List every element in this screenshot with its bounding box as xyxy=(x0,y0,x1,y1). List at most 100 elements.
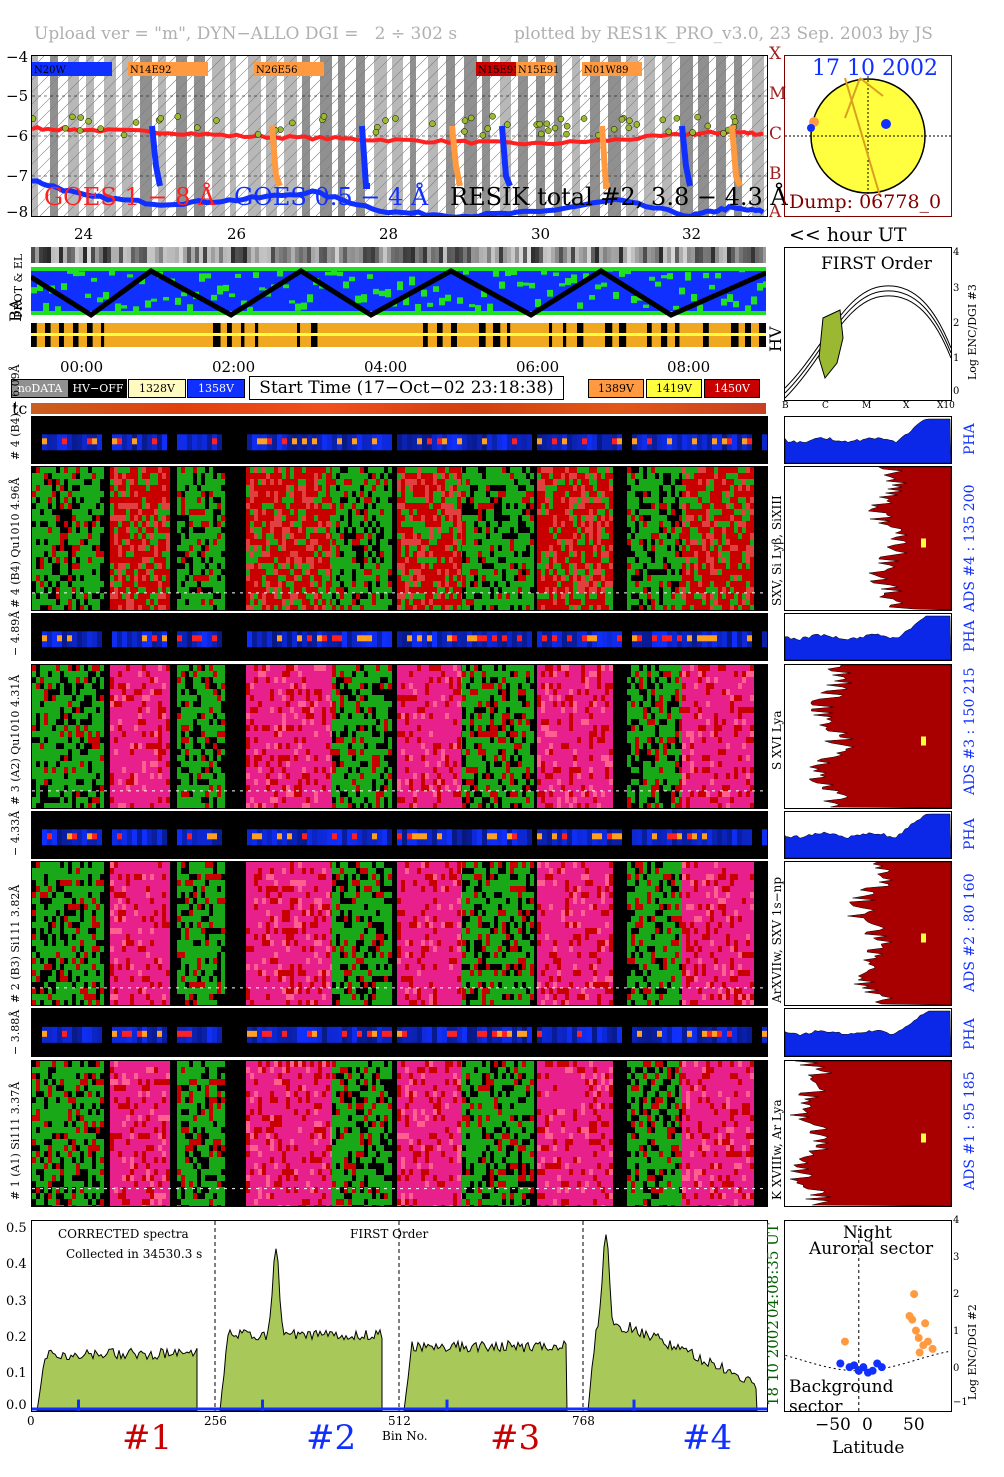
spectrogram-cell xyxy=(80,533,84,539)
spectrogram-cell xyxy=(166,491,170,497)
spectrogram-cell xyxy=(425,599,429,605)
legend-1419v: 1419V xyxy=(646,379,702,398)
spectrogram-cell xyxy=(466,503,470,509)
spectrogram-cell xyxy=(44,551,48,557)
spectrogram-cell xyxy=(714,605,718,610)
spectrogram-cell xyxy=(274,599,278,605)
spectrogram-cell xyxy=(702,593,706,599)
spectrogram-cell xyxy=(561,605,565,610)
spectrogram-cell xyxy=(714,569,718,575)
spectrogram-cell xyxy=(698,533,702,539)
spectrogram-cell xyxy=(417,539,421,545)
spectrogram-cell xyxy=(40,515,44,521)
spectrogram-cell xyxy=(368,539,372,545)
spectrogram-cell xyxy=(134,515,138,521)
spectrogram-cell xyxy=(286,605,290,610)
spectrogram-cell xyxy=(601,473,605,479)
spectrogram-cell xyxy=(627,503,631,509)
spectrogram-cell xyxy=(449,551,453,557)
spectrogram-cell xyxy=(166,485,170,491)
spectrogram-cell xyxy=(158,563,162,569)
spectrogram-cell xyxy=(150,533,154,539)
hatch-line xyxy=(243,56,405,216)
spectrogram-cell xyxy=(336,479,340,485)
spectrogram-cell xyxy=(332,515,336,521)
spectrogram-cell xyxy=(518,485,522,491)
spectrogram-cell xyxy=(601,587,605,593)
hatch-line xyxy=(315,56,477,216)
spectrogram-cell xyxy=(162,551,166,557)
spectrogram-cell xyxy=(667,491,671,497)
spectrogram-cell xyxy=(380,515,384,521)
spectrogram-cell xyxy=(306,491,310,497)
spectrogram-cell xyxy=(405,587,409,593)
spectrogram-cell xyxy=(217,497,221,503)
prot-gray-cell xyxy=(431,247,435,263)
spectrogram-cell xyxy=(441,467,445,473)
spectrogram-cell xyxy=(310,473,314,479)
spectrogram-cell xyxy=(502,473,506,479)
spectrogram-cell xyxy=(302,503,306,509)
spectrogram-cell xyxy=(746,521,750,527)
pha-hot-cell xyxy=(292,438,297,445)
spectrogram-cell xyxy=(589,491,593,497)
spectrogram-cell xyxy=(197,491,201,497)
spectrogram-cell xyxy=(482,563,486,569)
spectrogram-cell xyxy=(336,587,340,593)
spectrogram-cell xyxy=(302,473,306,479)
spectrogram-cell xyxy=(162,473,166,479)
spectrogram-cell xyxy=(294,467,298,473)
spectrogram-cell xyxy=(490,575,494,581)
spectrogram-cell xyxy=(213,473,217,479)
spectrogram-cell xyxy=(421,605,425,610)
spectrogram-cell xyxy=(631,485,635,491)
spectrogram-cell xyxy=(605,473,609,479)
spectrogram-cell xyxy=(380,503,384,509)
spectrogram-cell xyxy=(314,473,318,479)
spectrogram-cell xyxy=(466,521,470,527)
spectrogram-cell xyxy=(605,593,609,599)
spectrogram-cell xyxy=(585,605,589,610)
spectrogram-cell xyxy=(449,545,453,551)
spectrogram-cell xyxy=(445,473,449,479)
spectrogram-cell xyxy=(718,521,722,527)
spectrogram-cell xyxy=(663,551,667,557)
fo-xtick: X10 xyxy=(937,401,955,411)
spectrogram-cell xyxy=(254,509,258,515)
spectrogram-cell xyxy=(510,599,514,605)
spectrogram-cell xyxy=(738,557,742,563)
spectrogram-cell xyxy=(197,599,201,605)
spectrogram-cell xyxy=(573,605,577,610)
pha-hot-cell xyxy=(647,438,652,445)
spectrogram-cell xyxy=(294,527,298,533)
spectrogram-cell xyxy=(526,551,530,557)
spectrogram-cell xyxy=(730,473,734,479)
spectrogram-cell xyxy=(213,485,217,491)
spectrogram-cell xyxy=(80,557,84,563)
spectrogram-cell xyxy=(565,503,569,509)
spectrogram-cell xyxy=(209,557,213,563)
spectrogram-cell xyxy=(44,599,48,605)
spectrogram-cell xyxy=(663,491,667,497)
spectrogram-cell xyxy=(205,563,209,569)
spectrogram-cell xyxy=(150,575,154,581)
spectrogram-cell xyxy=(686,539,690,545)
spectrogram-cell xyxy=(679,557,683,563)
spectrogram-cell xyxy=(478,509,482,515)
spectrogram-cell xyxy=(76,467,80,473)
spectrogram-cell xyxy=(138,569,142,575)
spectrogram-cell xyxy=(429,503,433,509)
spectrogram-cell xyxy=(601,563,605,569)
spectrogram-cell xyxy=(278,593,282,599)
prot-gray-cell xyxy=(531,247,535,263)
spectrogram-cell xyxy=(68,503,72,509)
spectrogram-cell xyxy=(84,527,88,533)
spectrogram-cell xyxy=(425,575,429,581)
spectrogram-cell xyxy=(64,497,68,503)
spectrogram-cell xyxy=(565,593,569,599)
pha-band-cell xyxy=(657,434,662,451)
spectrogram-cell xyxy=(134,509,138,515)
spectrogram-cell xyxy=(417,491,421,497)
spectrogram-cell xyxy=(388,485,392,491)
spectrogram-cell xyxy=(714,503,718,509)
